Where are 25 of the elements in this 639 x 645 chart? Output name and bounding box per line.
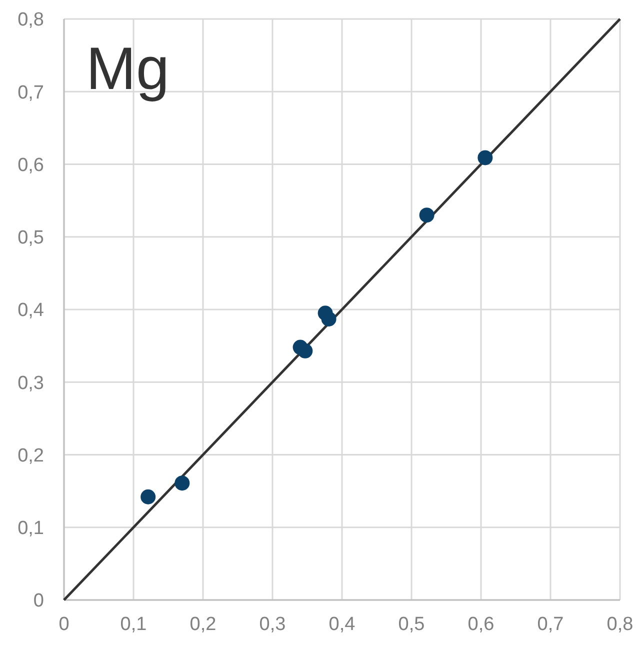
y-tick-label: 0,8: [18, 10, 44, 31]
point: [419, 208, 434, 223]
chart-title: Mg: [86, 35, 170, 102]
x-tick-label: 0,8: [606, 614, 634, 635]
x-tick-label: 0,6: [468, 614, 494, 635]
y-tick-label: 0,2: [18, 445, 44, 466]
x-tick-label: 0,1: [120, 614, 147, 635]
x-tick-label: 0,7: [537, 614, 564, 635]
x-tick-label: 0,5: [398, 614, 425, 635]
y-tick-label: 0,5: [18, 228, 44, 249]
y-tick-label: 0,1: [18, 518, 44, 540]
x-tick-label: 0: [58, 614, 70, 635]
point: [321, 311, 336, 326]
x-tick-label: 0,2: [190, 614, 216, 635]
point: [478, 150, 493, 166]
x-tick-label: 0,4: [328, 614, 356, 635]
point: [298, 343, 313, 358]
point: [174, 476, 190, 491]
y-tick-label: 0,7: [18, 82, 44, 104]
x-tick-label: 0,3: [259, 614, 286, 635]
y-tick-label: 0,4: [18, 300, 44, 322]
y-tick-label: 0: [33, 590, 44, 612]
y-tick-label: 0,3: [18, 372, 44, 394]
point: [140, 489, 156, 504]
y-tick-label: 0,6: [18, 154, 44, 176]
